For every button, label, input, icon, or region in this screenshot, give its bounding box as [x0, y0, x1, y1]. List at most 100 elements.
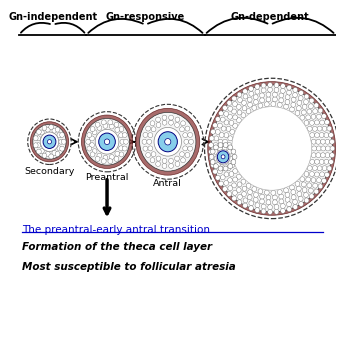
Circle shape	[260, 98, 265, 103]
Circle shape	[217, 123, 222, 128]
Circle shape	[319, 159, 324, 164]
Circle shape	[255, 203, 260, 208]
Circle shape	[285, 99, 290, 104]
Circle shape	[181, 121, 185, 126]
Circle shape	[228, 145, 233, 150]
Circle shape	[253, 99, 258, 104]
Circle shape	[218, 143, 223, 148]
Circle shape	[237, 200, 242, 205]
Circle shape	[249, 206, 253, 211]
Circle shape	[258, 103, 263, 108]
Circle shape	[227, 178, 232, 183]
Circle shape	[291, 190, 296, 195]
Circle shape	[175, 161, 180, 166]
Circle shape	[219, 132, 224, 137]
Circle shape	[266, 97, 271, 102]
Circle shape	[316, 139, 321, 144]
Circle shape	[165, 139, 171, 145]
Circle shape	[231, 159, 236, 164]
Circle shape	[168, 158, 174, 163]
Circle shape	[312, 165, 317, 171]
Circle shape	[60, 132, 64, 137]
Circle shape	[330, 139, 334, 144]
Circle shape	[301, 110, 306, 115]
Circle shape	[219, 111, 223, 116]
Circle shape	[280, 208, 285, 213]
Circle shape	[268, 83, 272, 88]
Circle shape	[291, 102, 296, 107]
Circle shape	[293, 200, 298, 204]
Circle shape	[261, 83, 266, 88]
Circle shape	[271, 101, 276, 106]
Circle shape	[314, 103, 319, 108]
Text: Gn-dependent: Gn-dependent	[231, 12, 309, 22]
Circle shape	[123, 139, 128, 144]
Circle shape	[259, 93, 265, 98]
Circle shape	[279, 199, 284, 204]
Circle shape	[219, 181, 223, 186]
Circle shape	[297, 191, 302, 196]
Circle shape	[30, 122, 69, 162]
Circle shape	[150, 158, 155, 163]
Text: Most susceptible to follicular atresia: Most susceptible to follicular atresia	[22, 262, 236, 272]
Circle shape	[221, 126, 226, 131]
Text: Antral: Antral	[153, 179, 182, 187]
Circle shape	[219, 159, 224, 164]
Text: Formation of the theca cell layer: Formation of the theca cell layer	[22, 242, 212, 252]
Circle shape	[97, 153, 102, 158]
Circle shape	[151, 127, 156, 132]
Circle shape	[36, 149, 41, 154]
Circle shape	[268, 205, 273, 210]
Circle shape	[52, 128, 57, 133]
Circle shape	[233, 123, 238, 128]
Circle shape	[230, 129, 235, 134]
Circle shape	[241, 179, 246, 184]
Circle shape	[304, 94, 309, 99]
Circle shape	[228, 136, 233, 141]
Circle shape	[265, 102, 269, 107]
Circle shape	[97, 125, 102, 130]
Circle shape	[90, 143, 94, 148]
Circle shape	[158, 132, 177, 152]
Circle shape	[162, 158, 167, 163]
Circle shape	[189, 139, 193, 144]
Circle shape	[255, 208, 259, 213]
Circle shape	[321, 178, 327, 183]
Circle shape	[330, 146, 335, 151]
Circle shape	[55, 151, 60, 156]
Circle shape	[122, 146, 127, 151]
Circle shape	[101, 159, 106, 164]
Circle shape	[249, 201, 254, 206]
Circle shape	[185, 152, 190, 157]
Circle shape	[231, 149, 236, 154]
Circle shape	[321, 146, 326, 151]
Circle shape	[224, 181, 228, 185]
Circle shape	[60, 146, 64, 151]
Circle shape	[266, 200, 271, 205]
Circle shape	[90, 152, 95, 157]
Circle shape	[233, 101, 237, 106]
Circle shape	[156, 117, 160, 122]
Circle shape	[316, 146, 321, 151]
Circle shape	[227, 149, 232, 154]
Circle shape	[287, 85, 292, 90]
Circle shape	[208, 82, 336, 215]
Circle shape	[181, 158, 185, 163]
Circle shape	[59, 139, 64, 144]
Circle shape	[312, 146, 316, 151]
Circle shape	[232, 109, 237, 114]
Circle shape	[55, 127, 60, 132]
Circle shape	[146, 152, 151, 157]
Circle shape	[237, 118, 241, 123]
Circle shape	[218, 139, 223, 144]
Circle shape	[252, 105, 257, 111]
Text: Gn-responsive: Gn-responsive	[106, 12, 185, 22]
Circle shape	[228, 156, 233, 161]
Circle shape	[115, 151, 120, 156]
Circle shape	[327, 126, 332, 131]
Circle shape	[154, 127, 182, 156]
Circle shape	[232, 183, 237, 188]
Circle shape	[298, 196, 303, 201]
Circle shape	[214, 164, 218, 169]
Circle shape	[321, 114, 327, 119]
